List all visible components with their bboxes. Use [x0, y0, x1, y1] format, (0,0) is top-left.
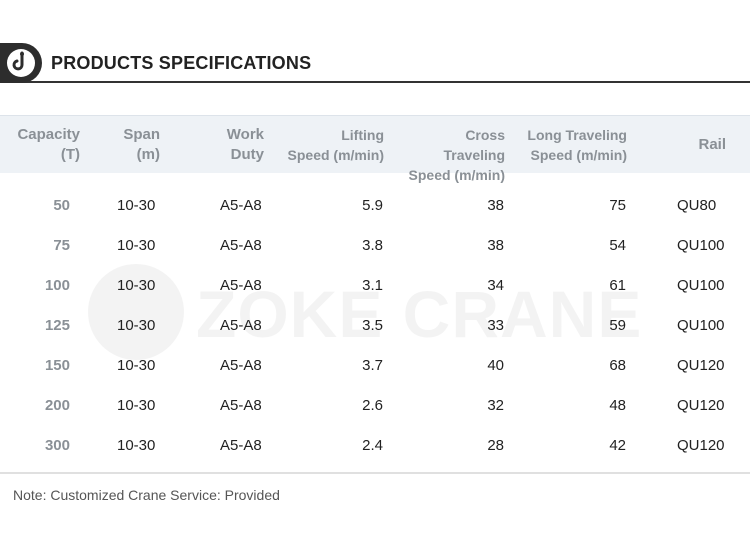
cell-work-duty: A5-A8 [220, 197, 262, 214]
cell-cross-speed: 28 [487, 437, 504, 454]
cell-cross-speed: 32 [487, 397, 504, 414]
cell-span: 10-30 [117, 437, 156, 454]
cell-lifting-speed: 3.7 [362, 357, 383, 374]
cell-capacity: 125 [44, 317, 70, 334]
cell-capacity: 50 [53, 197, 70, 214]
cell-long-speed: 42 [609, 437, 626, 454]
logo-badge [0, 43, 42, 83]
crane-hook-icon [7, 49, 35, 77]
cell-capacity: 200 [44, 397, 70, 414]
cell-lifting-speed: 2.6 [362, 397, 383, 414]
table-row: 200 10-30 A5-A8 2.6 32 48 QU120 [0, 386, 750, 426]
cell-work-duty: A5-A8 [220, 397, 262, 414]
col-header-work-duty: Work Duty [226, 126, 264, 163]
cell-long-speed: 48 [609, 397, 626, 414]
cell-work-duty: A5-A8 [220, 437, 262, 454]
cell-rail: QU100 [677, 317, 725, 334]
cell-long-speed: 68 [609, 357, 626, 374]
col-header-long-traveling-speed: Long Traveling Speed (m/min) [527, 127, 627, 163]
cell-capacity: 300 [44, 437, 70, 454]
cell-work-duty: A5-A8 [220, 277, 262, 294]
cell-long-speed: 59 [609, 317, 626, 334]
cell-lifting-speed: 3.1 [362, 277, 383, 294]
table-row: 300 10-30 A5-A8 2.4 28 42 QU120 [0, 426, 750, 466]
section-header: PRODUCTS SPECIFICATIONS [0, 43, 750, 83]
col-header-cross-traveling-speed: Cross Traveling Speed (m/min) [408, 127, 505, 183]
cell-span: 10-30 [117, 397, 156, 414]
cell-lifting-speed: 5.9 [362, 197, 383, 214]
cell-capacity: 150 [44, 357, 70, 374]
cell-cross-speed: 40 [487, 357, 504, 374]
col-header-rail: Rail [698, 136, 726, 153]
cell-rail: QU120 [677, 437, 725, 454]
cell-span: 10-30 [117, 237, 156, 254]
cell-work-duty: A5-A8 [220, 317, 262, 334]
cell-work-duty: A5-A8 [220, 357, 262, 374]
cell-lifting-speed: 2.4 [362, 437, 383, 454]
cell-cross-speed: 34 [487, 277, 504, 294]
col-header-capacity: Capacity (T) [17, 126, 80, 163]
cell-rail: QU120 [677, 357, 725, 374]
cell-lifting-speed: 3.5 [362, 317, 383, 334]
table-row: 100 10-30 A5-A8 3.1 34 61 QU100 [0, 266, 750, 306]
col-header-span: Span (m) [123, 126, 160, 163]
footnote: Note: Customized Crane Service: Provided [13, 487, 280, 503]
table-row: 50 10-30 A5-A8 5.9 38 75 QU80 [0, 186, 750, 226]
cell-long-speed: 61 [609, 277, 626, 294]
cell-long-speed: 54 [609, 237, 626, 254]
cell-cross-speed: 38 [487, 237, 504, 254]
cell-rail: QU100 [677, 277, 725, 294]
table-row: 125 10-30 A5-A8 3.5 33 59 QU100 [0, 306, 750, 346]
table-row: 75 10-30 A5-A8 3.8 38 54 QU100 [0, 226, 750, 266]
cell-span: 10-30 [117, 317, 156, 334]
table-row: 150 10-30 A5-A8 3.7 40 68 QU120 [0, 346, 750, 386]
cell-capacity: 75 [53, 237, 70, 254]
cell-long-speed: 75 [609, 197, 626, 214]
cell-span: 10-30 [117, 357, 156, 374]
cell-cross-speed: 33 [487, 317, 504, 334]
table-header: Capacity (T) Span (m) Work Duty Lifting Spee… [0, 115, 750, 183]
cell-rail: QU120 [677, 397, 725, 414]
cell-span: 10-30 [117, 277, 156, 294]
cell-cross-speed: 38 [487, 197, 504, 214]
cell-rail: QU80 [677, 197, 717, 214]
page-title: PRODUCTS SPECIFICATIONS [51, 53, 312, 73]
table-bottom-divider [0, 472, 750, 474]
cell-capacity: 100 [44, 277, 70, 294]
cell-lifting-speed: 3.8 [362, 237, 383, 254]
cell-span: 10-30 [117, 197, 156, 214]
cell-work-duty: A5-A8 [220, 237, 262, 254]
col-header-lifting-speed: Lifting Speed (m/min) [287, 127, 384, 163]
cell-rail: QU100 [677, 237, 725, 254]
